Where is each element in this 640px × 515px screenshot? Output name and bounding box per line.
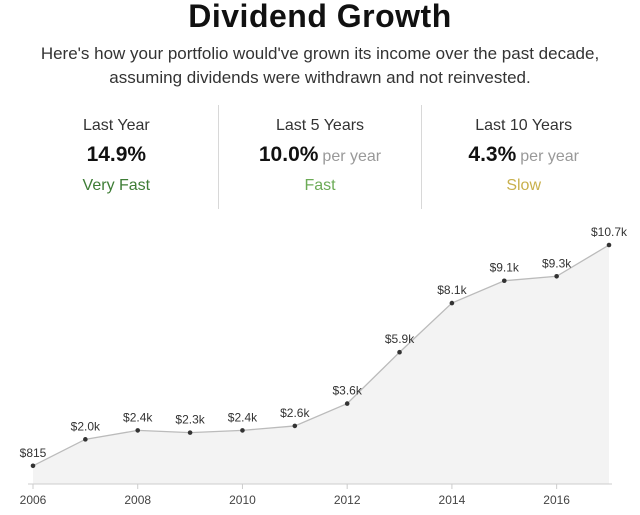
- x-tick-label: 2006: [20, 493, 47, 507]
- stat-rating: Fast: [304, 177, 336, 194]
- data-label: $2.4k: [228, 410, 258, 424]
- data-label: $2.3k: [175, 413, 205, 427]
- subtitle-line-2: assuming dividends were withdrawn and no…: [109, 68, 531, 87]
- stat-value: 10.0%: [258, 143, 319, 166]
- stat-value-row: 10.0% per year: [219, 143, 422, 167]
- data-label: $2.0k: [71, 419, 101, 433]
- x-tick-label: 2016: [543, 493, 570, 507]
- data-label: $9.3k: [542, 256, 572, 270]
- data-point: [83, 437, 88, 442]
- stat-label: Last 5 Years: [275, 117, 365, 134]
- data-point: [187, 430, 193, 435]
- page-subtitle: Here's how your portfolio would've grown…: [20, 42, 620, 90]
- series-line: [32, 244, 610, 467]
- data-label: $3.6k: [333, 384, 363, 398]
- x-tick-label: 2012: [334, 493, 361, 507]
- data-label: $5.9k: [385, 332, 415, 346]
- stat-value: 4.3%: [468, 143, 517, 166]
- stat-last-10-years: Last 10 Years 4.3% per year Slow: [421, 105, 625, 209]
- data-label: $2.4k: [123, 410, 153, 424]
- data-label: $2.6k: [280, 406, 310, 420]
- data-label: $8.1k: [437, 283, 467, 297]
- data-label: $10.7k: [591, 225, 628, 239]
- stat-rating: Slow: [506, 177, 542, 194]
- page-title: Dividend Growth: [188, 0, 452, 34]
- growth-stats: Last Year 14.9% Very Fast Last 5 Years 1…: [15, 105, 625, 209]
- data-point: [449, 300, 455, 306]
- data-point: [292, 423, 298, 429]
- data-point: [397, 349, 402, 355]
- area-fill: [33, 245, 609, 484]
- data-point: [30, 463, 36, 469]
- stat-value-row: 4.3% per year: [422, 143, 625, 167]
- stat-last-year: Last Year 14.9% Very Fast: [15, 105, 218, 209]
- stat-unit: per year: [322, 148, 382, 165]
- stat-label: Last 10 Years: [475, 117, 573, 134]
- stat-value-row: 14.9%: [15, 143, 218, 167]
- data-point: [606, 242, 612, 248]
- data-point: [240, 428, 245, 433]
- data-point: [344, 401, 350, 406]
- data-label: $9.1k: [490, 261, 520, 275]
- stat-value: 14.9%: [86, 143, 147, 166]
- subtitle-line-1: Here's how your portfolio would've grown…: [40, 44, 600, 63]
- stat-unit: per year: [520, 148, 579, 165]
- stat-label: Last Year: [82, 117, 150, 134]
- data-point: [501, 278, 507, 284]
- data-point: [135, 428, 141, 433]
- dividend-chart: $815 $2.0k $2.4k $2.3k $2.4k $2.6k $3.6k $5.9k $…: [20, 225, 628, 507]
- data-label: $815: [20, 446, 47, 460]
- x-tick-label: 2008: [124, 493, 151, 507]
- data-point: [554, 273, 559, 279]
- x-tick-label: 2014: [439, 493, 466, 507]
- stat-rating: Very Fast: [82, 177, 151, 194]
- stat-last-5-years: Last 5 Years 10.0% per year Fast: [217, 105, 422, 209]
- x-tick-label: 2010: [229, 493, 256, 507]
